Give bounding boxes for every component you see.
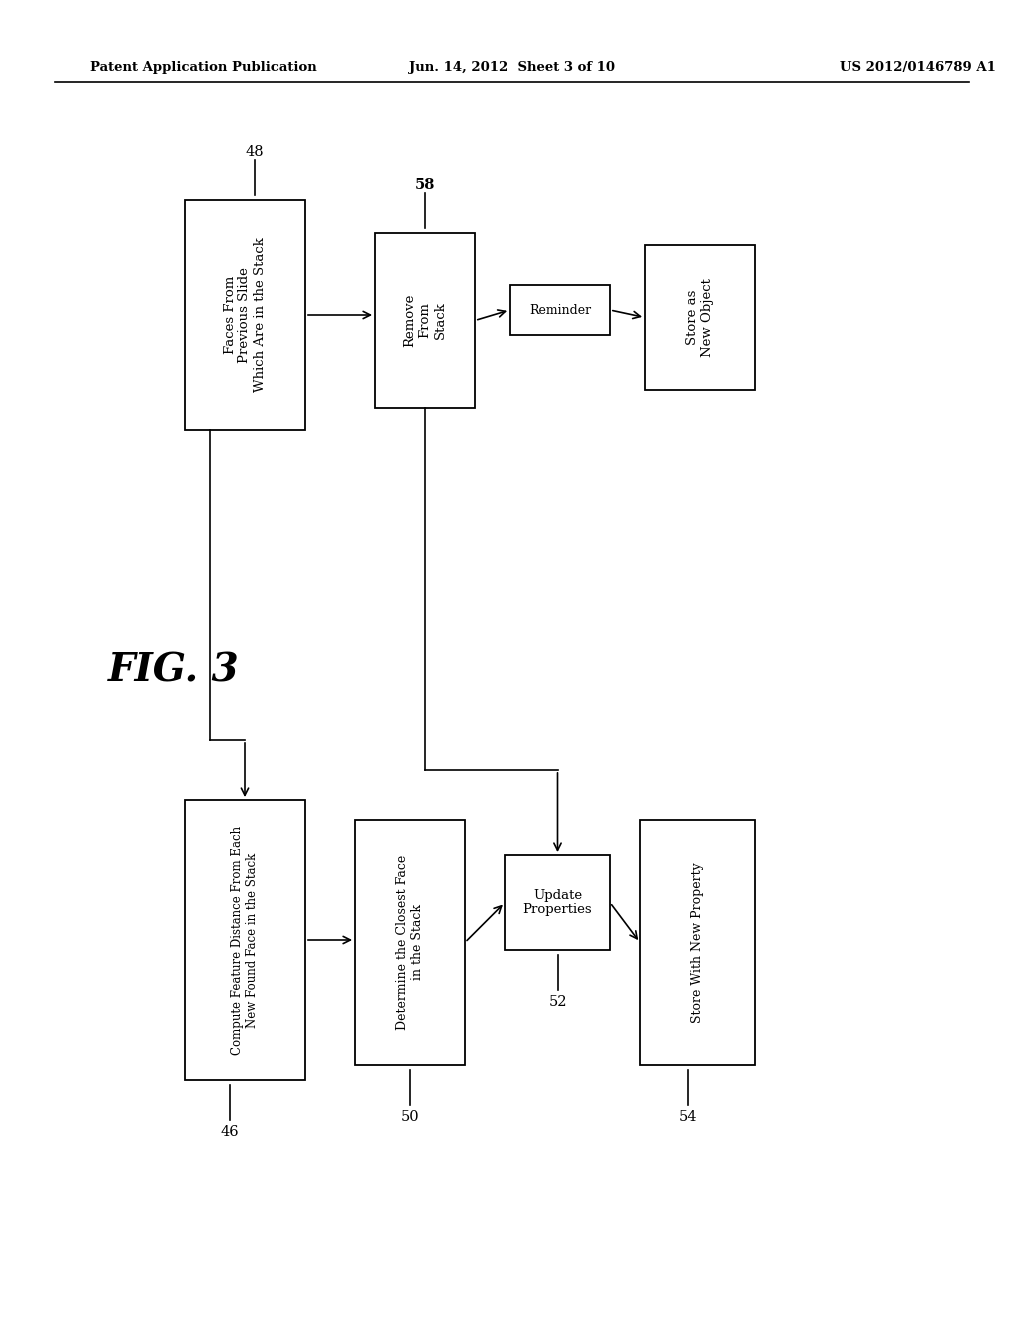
Text: Jun. 14, 2012  Sheet 3 of 10: Jun. 14, 2012 Sheet 3 of 10: [409, 62, 615, 74]
Text: Patent Application Publication: Patent Application Publication: [90, 62, 316, 74]
Bar: [645, 246, 755, 389]
Text: FIG. 3: FIG. 3: [108, 651, 240, 689]
Text: Remove
From
Stack: Remove From Stack: [403, 294, 446, 347]
Text: Store as
New Object: Store as New Object: [686, 279, 714, 356]
Text: 48: 48: [246, 145, 264, 158]
Text: Determine the Closest Face
in the Stack: Determine the Closest Face in the Stack: [396, 855, 424, 1030]
Text: 52: 52: [548, 995, 566, 1008]
Text: 50: 50: [400, 1110, 419, 1125]
Text: Reminder: Reminder: [529, 304, 591, 317]
Bar: [185, 800, 305, 1080]
Bar: [355, 820, 465, 1065]
Bar: [185, 201, 305, 430]
Text: Update
Properties: Update Properties: [522, 888, 592, 916]
Text: 54: 54: [678, 1110, 696, 1125]
Bar: [640, 820, 755, 1065]
Text: Compute Feature Distance From Each
New Found Face in the Stack: Compute Feature Distance From Each New F…: [231, 825, 259, 1055]
Bar: [505, 855, 610, 950]
Bar: [375, 234, 475, 408]
Text: 46: 46: [221, 1125, 240, 1139]
Text: 58: 58: [415, 178, 435, 191]
Bar: [510, 285, 610, 335]
Text: Store With New Property: Store With New Property: [691, 862, 705, 1023]
Text: Faces From
Previous Slide
Which Are in the Stack: Faces From Previous Slide Which Are in t…: [223, 238, 266, 392]
Text: US 2012/0146789 A1: US 2012/0146789 A1: [840, 62, 996, 74]
